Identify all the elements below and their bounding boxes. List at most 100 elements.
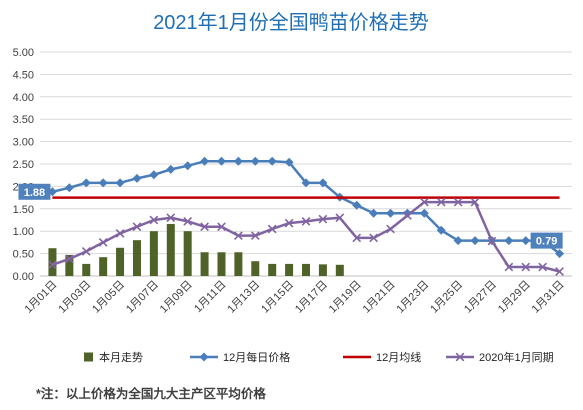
x-marker bbox=[335, 213, 345, 223]
x-marker bbox=[267, 224, 277, 234]
data-labels: 1.88 0.79 bbox=[18, 183, 563, 249]
x-marker bbox=[250, 231, 260, 241]
x-marker-stroke bbox=[453, 197, 463, 207]
x-tick-label: 1月31日 bbox=[530, 279, 567, 316]
x-marker bbox=[48, 260, 57, 270]
bar bbox=[251, 261, 260, 276]
x-marker bbox=[504, 262, 514, 272]
data-label: 1.88 bbox=[18, 183, 51, 200]
bar bbox=[166, 224, 175, 276]
bar bbox=[318, 264, 327, 276]
bar bbox=[200, 252, 209, 276]
x-tick-label: 1月21日 bbox=[361, 279, 398, 316]
data-label-box bbox=[530, 232, 563, 249]
x-marker-stroke bbox=[436, 197, 446, 207]
x-marker bbox=[436, 197, 446, 207]
diamond-marker bbox=[369, 208, 379, 218]
y-tick-label: 1.00 bbox=[13, 226, 34, 238]
x-tick-label: 1月07日 bbox=[124, 279, 161, 316]
x-marker-stroke bbox=[183, 216, 193, 226]
x-tick-label: 1月29日 bbox=[496, 279, 533, 316]
x-marker bbox=[149, 215, 159, 225]
x-marker bbox=[386, 224, 395, 234]
diamond-marker bbox=[402, 208, 412, 218]
legend-label: 本月走势 bbox=[99, 350, 143, 364]
x-marker-stroke bbox=[538, 262, 548, 272]
legend-item: 本月走势 bbox=[84, 350, 143, 364]
legend: 本月走势 12月每日价格 12月均线 2020年1月同期 bbox=[84, 350, 554, 364]
bar bbox=[65, 254, 74, 276]
x-marker bbox=[538, 262, 548, 272]
x-marker-stroke bbox=[166, 213, 176, 223]
diamond-marker bbox=[81, 178, 91, 188]
y-tick-label: 2.50 bbox=[13, 159, 34, 171]
x-marker bbox=[64, 254, 74, 264]
x-tick-label: 1月27日 bbox=[462, 279, 499, 316]
x-marker-stroke bbox=[64, 254, 74, 264]
x-marker bbox=[98, 238, 108, 247]
x-tick-label: 1月09日 bbox=[158, 279, 195, 316]
x-marker-stroke bbox=[386, 224, 395, 234]
data-label-box bbox=[18, 183, 51, 200]
data-label-text: 1.88 bbox=[24, 187, 45, 199]
data-label: 0.79 bbox=[530, 232, 563, 249]
bar bbox=[234, 252, 243, 276]
x-marker bbox=[301, 216, 311, 226]
y-tick-label: 4.50 bbox=[13, 69, 34, 81]
diamond-marker bbox=[521, 236, 531, 246]
x-marker bbox=[200, 222, 209, 232]
x-marker bbox=[555, 267, 564, 276]
y-tick-label: 0.50 bbox=[13, 249, 34, 261]
y-axis: 0.000.501.001.502.002.503.003.504.004.50… bbox=[13, 47, 34, 283]
y-tick-label: 5.00 bbox=[13, 47, 34, 59]
diamond-marker bbox=[115, 178, 125, 188]
x-marker-stroke bbox=[487, 236, 497, 246]
diamond-marker bbox=[200, 156, 210, 166]
x-marker-stroke bbox=[555, 267, 564, 276]
x-marker-stroke bbox=[470, 197, 480, 207]
x-axis: 1月01日1月03日1月05日1月07日1月09日1月11日1月13日1月15日… bbox=[23, 275, 572, 316]
x-marker-stroke bbox=[132, 222, 142, 232]
this-month-bar-series bbox=[48, 224, 344, 276]
y-tick-label: 3.00 bbox=[13, 137, 34, 149]
x-marker-stroke bbox=[267, 224, 277, 234]
x-marker-stroke bbox=[335, 213, 345, 223]
x-marker bbox=[132, 222, 142, 232]
x-tick-label: 1月13日 bbox=[225, 279, 262, 316]
x-marker-stroke bbox=[98, 238, 108, 247]
x-marker bbox=[166, 213, 176, 223]
x-marker-stroke bbox=[521, 262, 531, 272]
data-label-text: 0.79 bbox=[536, 236, 557, 248]
y-tick-label: 1.50 bbox=[13, 204, 34, 216]
diamond-marker bbox=[436, 225, 446, 235]
diamond-marker bbox=[216, 156, 226, 166]
x-tick-label: 1月01日 bbox=[23, 279, 60, 316]
y-tick-label: 3.50 bbox=[13, 114, 34, 126]
diamond-marker bbox=[233, 156, 243, 166]
diamond-marker bbox=[352, 200, 362, 210]
diamond-marker bbox=[453, 236, 463, 246]
diamond-marker bbox=[386, 208, 396, 218]
x-marker-stroke bbox=[369, 233, 378, 243]
x-marker-stroke bbox=[115, 229, 125, 238]
x-marker-stroke bbox=[48, 260, 57, 270]
diamond-marker bbox=[250, 156, 260, 166]
x-marker-stroke bbox=[217, 222, 226, 232]
legend-label: 12月每日价格 bbox=[223, 350, 290, 364]
x-tick-label: 1月11日 bbox=[192, 279, 228, 315]
x-marker bbox=[183, 216, 193, 226]
bar bbox=[132, 240, 141, 276]
diamond-marker bbox=[64, 183, 74, 193]
series-line bbox=[52, 200, 560, 273]
bar bbox=[82, 263, 91, 276]
bar bbox=[335, 264, 344, 276]
x-marker bbox=[487, 236, 497, 246]
x-marker-stroke bbox=[352, 233, 362, 243]
bar bbox=[285, 263, 294, 276]
x-marker bbox=[455, 352, 465, 362]
x-marker bbox=[369, 233, 378, 243]
x-marker-stroke bbox=[318, 214, 328, 224]
x-marker-stroke bbox=[234, 231, 243, 241]
diamond-marker bbox=[166, 164, 176, 174]
bar bbox=[183, 231, 192, 276]
